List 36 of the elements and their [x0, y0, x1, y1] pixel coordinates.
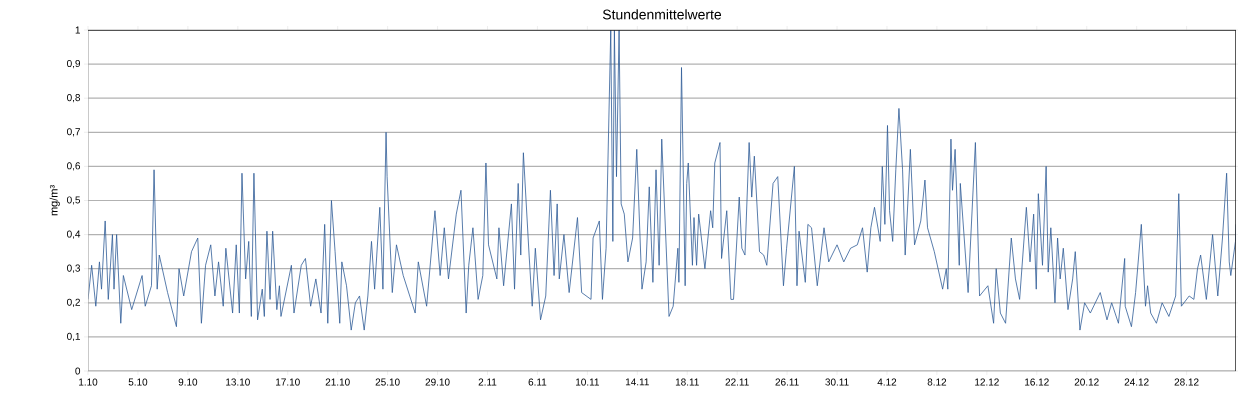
x-tick-label: 9.10 — [178, 378, 198, 386]
y-tick-label: 0,2 — [67, 298, 80, 307]
x-tick-label: 5.10 — [128, 378, 148, 386]
y-tick-label: 0,8 — [67, 94, 81, 103]
x-tick-label: 24.12 — [1124, 378, 1149, 386]
x-tick-label: 20.12 — [1074, 378, 1099, 386]
x-tick-label: 17.10 — [276, 378, 300, 386]
chart-title: Stundenmittelwerte — [602, 9, 722, 20]
x-tick-label: 26.11 — [775, 378, 799, 386]
y-tick-label: 0,5 — [67, 196, 81, 205]
x-tick-label: 10.11 — [576, 378, 599, 386]
y-tick-label: 0,3 — [67, 264, 81, 273]
y-tick-label: 0,1 — [67, 332, 80, 342]
x-tick-label: 12.12 — [975, 378, 999, 386]
x-tick-label: 22.11 — [725, 378, 749, 386]
x-tick-label: 28.12 — [1174, 378, 1199, 386]
x-tick-label: 2.11 — [478, 378, 497, 386]
x-tick-label: 18.11 — [675, 378, 699, 386]
x-tick-label: 21.10 — [325, 378, 350, 386]
x-tick-label: 30.11 — [825, 378, 849, 386]
x-tick-label: 4.12 — [877, 378, 897, 386]
x-tick-label: 8.12 — [927, 378, 947, 386]
x-tick-label: 16.12 — [1025, 378, 1049, 386]
y-tick-label: 0 — [75, 367, 81, 375]
x-tick-label: 1.10 — [79, 378, 98, 386]
x-tick-label: 13.10 — [226, 378, 250, 386]
y-tick-label: 1 — [75, 26, 80, 34]
x-tick-label: 6.11 — [528, 378, 547, 386]
y-tick-label: 0,9 — [67, 59, 81, 69]
x-tick-label: 14.11 — [625, 378, 649, 386]
y-tick-label: 0,4 — [67, 230, 81, 239]
y-axis-title: mg/m³ — [49, 185, 60, 216]
y-tick-label: 0,7 — [67, 128, 80, 137]
x-tick-label: 29.10 — [425, 378, 450, 386]
x-tick-label: 25.10 — [375, 378, 400, 386]
y-tick-label: 0,6 — [67, 162, 81, 171]
